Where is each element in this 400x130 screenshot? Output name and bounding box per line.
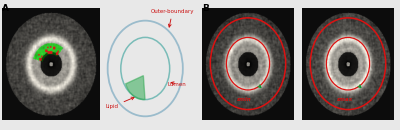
Text: εmin: εmin xyxy=(237,97,252,102)
Text: Outer-boundary: Outer-boundary xyxy=(151,9,194,27)
Text: Lumen: Lumen xyxy=(168,82,186,87)
Text: B: B xyxy=(202,4,209,13)
Text: A: A xyxy=(2,4,9,13)
Text: εmax: εmax xyxy=(337,97,353,102)
Text: Lipid: Lipid xyxy=(106,97,134,109)
Wedge shape xyxy=(126,76,145,100)
